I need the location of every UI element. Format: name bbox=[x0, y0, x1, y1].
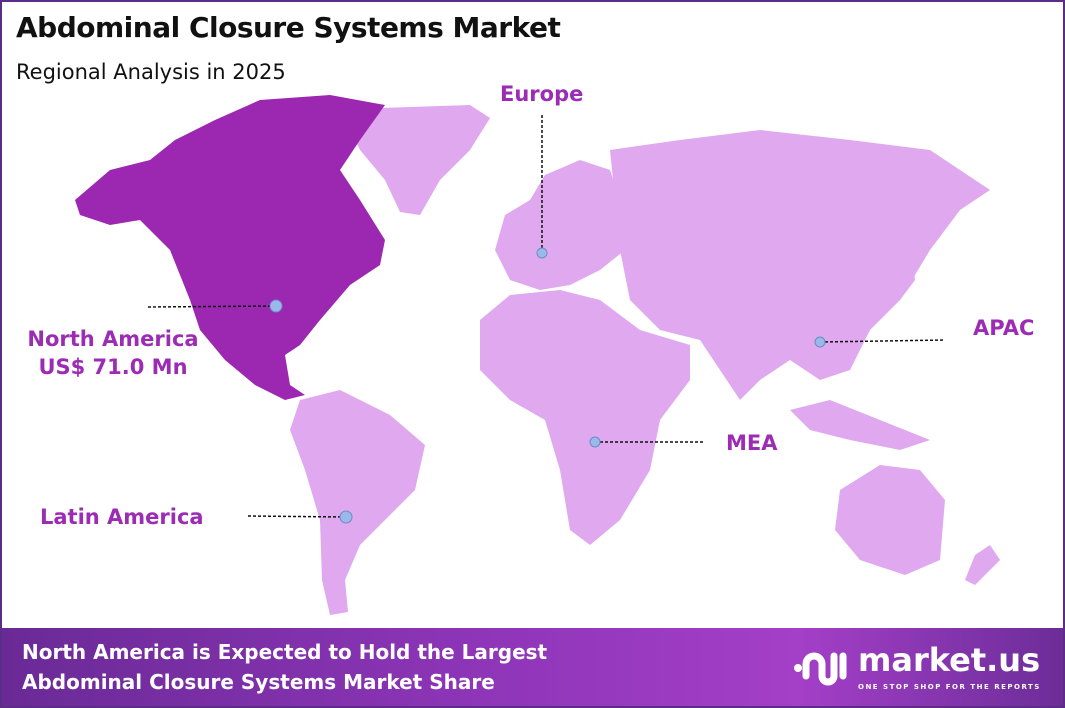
logo-tagline: ONE STOP SHOP FOR THE REPORTS bbox=[858, 683, 1041, 691]
marker-europe bbox=[536, 247, 548, 259]
greenland bbox=[345, 105, 490, 215]
australia bbox=[835, 465, 945, 575]
leader-north-america bbox=[147, 305, 277, 308]
footer-line-1: North America is Expected to Hold the La… bbox=[22, 640, 548, 664]
north-america-name: North America bbox=[27, 327, 199, 351]
japan bbox=[895, 240, 915, 300]
marker-latin-america bbox=[339, 510, 353, 524]
label-europe: Europe bbox=[500, 82, 584, 106]
logo-name: market.us bbox=[858, 641, 1041, 679]
footer-line-2: Abdominal Closure Systems Market Share bbox=[22, 670, 495, 694]
footer-text: North America is Expected to Hold the La… bbox=[22, 637, 547, 697]
marker-apac bbox=[814, 336, 826, 348]
leader-latin-america bbox=[247, 515, 347, 518]
footer-banner: North America is Expected to Hold the La… bbox=[2, 628, 1063, 706]
label-north-america: North America US$ 71.0 Mn bbox=[8, 325, 218, 381]
north-america bbox=[75, 95, 385, 400]
world-map bbox=[75, 95, 1000, 615]
market-us-logo: market.us ONE STOP SHOP FOR THE REPORTS bbox=[792, 640, 1041, 692]
indonesia bbox=[790, 400, 930, 450]
marker-mea bbox=[589, 436, 601, 448]
label-latin-america: Latin America bbox=[40, 505, 204, 529]
page-title: Abdominal Closure Systems Market bbox=[16, 11, 561, 44]
label-mea: MEA bbox=[726, 431, 778, 455]
north-america-value: US$ 71.0 Mn bbox=[38, 355, 188, 379]
logo-mark-icon bbox=[794, 652, 847, 686]
africa bbox=[480, 290, 690, 545]
europe bbox=[495, 160, 625, 290]
label-apac: APAC bbox=[973, 316, 1035, 340]
south-america bbox=[290, 390, 425, 615]
asia bbox=[610, 130, 990, 400]
new-zealand bbox=[965, 545, 1000, 585]
marker-north-america bbox=[269, 299, 283, 313]
page-subtitle: Regional Analysis in 2025 bbox=[16, 60, 286, 84]
leader-apac bbox=[819, 339, 946, 343]
